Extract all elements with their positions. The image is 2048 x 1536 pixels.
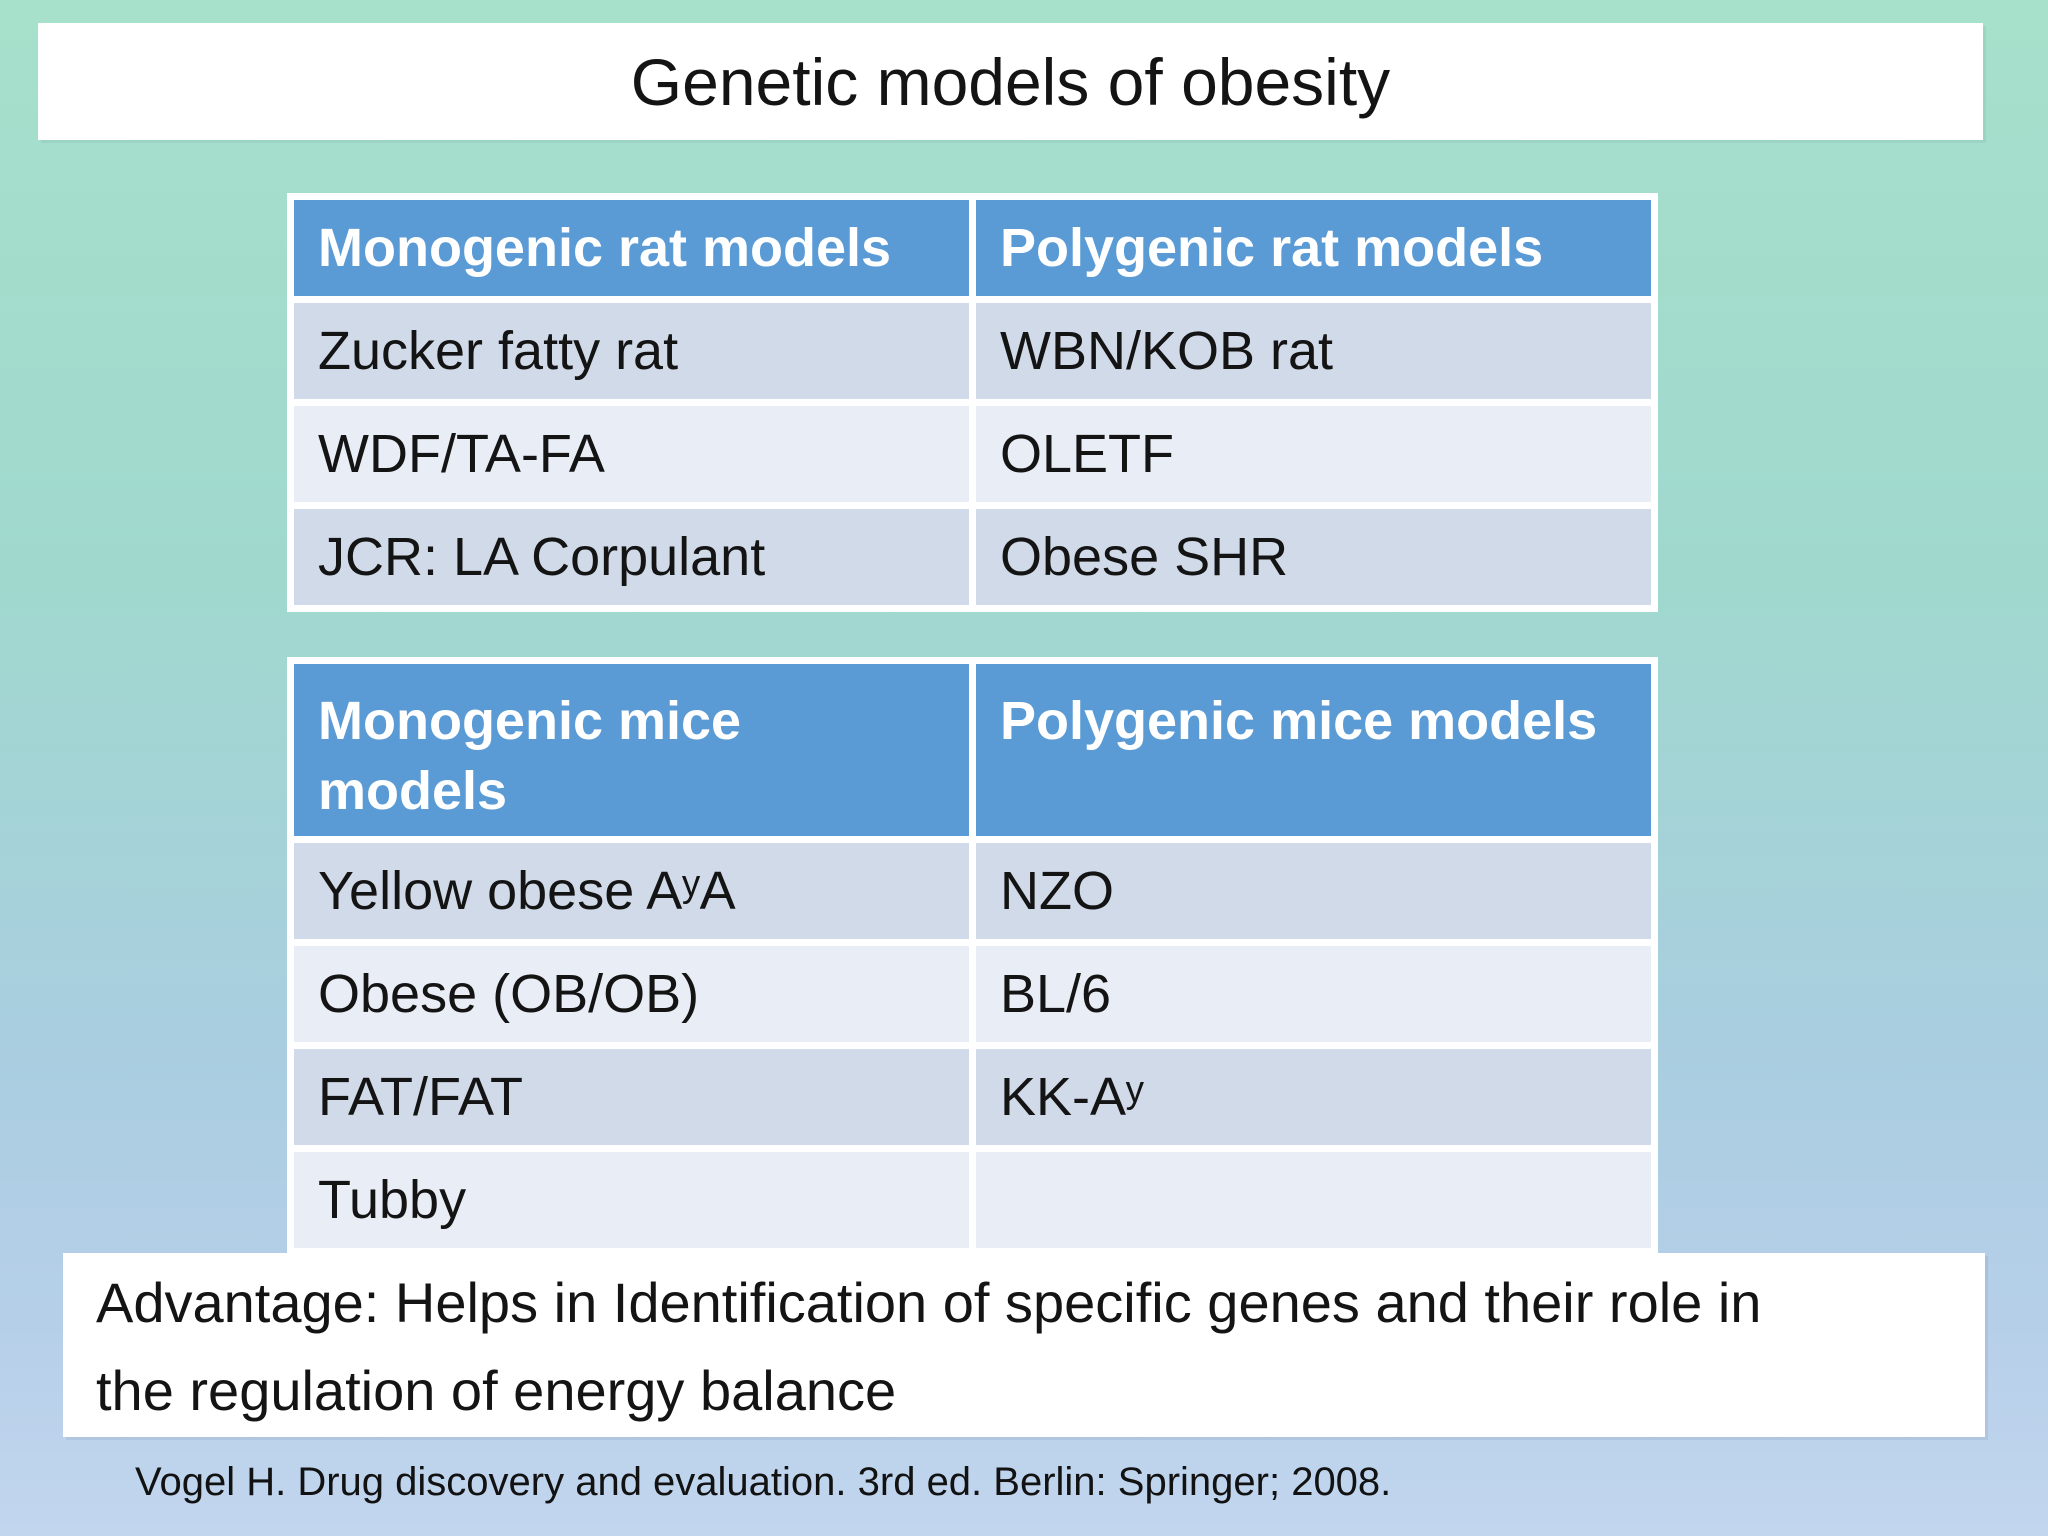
table-cell: WBN/KOB rat — [976, 303, 1651, 399]
advantage-note: Advantage: Helps in Identification of sp… — [63, 1253, 1985, 1437]
table-row: Yellow obese AʸA NZO — [294, 843, 1651, 939]
rat-polygenic-header: Polygenic rat models — [976, 200, 1651, 296]
table-row: WDF/TA-FA OLETF — [294, 406, 1651, 502]
table-cell: NZO — [976, 843, 1651, 939]
rat-models-table: Monogenic rat models Polygenic rat model… — [287, 193, 1658, 612]
table-row: Tubby — [294, 1152, 1651, 1248]
rat-monogenic-header-label: Monogenic rat models — [318, 218, 892, 278]
title-banner: Genetic models of obesity — [38, 23, 1983, 140]
table-row: FAT/FAT KK-Aʸ — [294, 1049, 1651, 1145]
citation: Vogel H. Drug discovery and evaluation. … — [135, 1460, 1392, 1504]
rat-polygenic-header-label: Polygenic rat models — [1000, 218, 1544, 278]
mice-monogenic-header: Monogenic mice models — [294, 664, 969, 836]
advantage-line-1: Advantage: Helps in Identification of sp… — [96, 1271, 1762, 1334]
table-cell: FAT/FAT — [294, 1049, 969, 1145]
mice-table-header-row: Monogenic mice models Polygenic mice mod… — [294, 664, 1651, 836]
mice-polygenic-header: Polygenic mice models — [976, 664, 1651, 836]
table-cell: Yellow obese AʸA — [294, 843, 969, 939]
table-cell: WDF/TA-FA — [294, 406, 969, 502]
table-cell: Obese SHR — [976, 509, 1651, 605]
table-row: Zucker fatty rat WBN/KOB rat — [294, 303, 1651, 399]
mice-monogenic-header-label: Monogenic mice models — [318, 691, 742, 822]
table-row: Obese (OB/OB) BL/6 — [294, 946, 1651, 1042]
mice-models-table: Monogenic mice models Polygenic mice mod… — [287, 657, 1658, 1255]
advantage-line-2: the regulation of energy balance — [96, 1359, 897, 1422]
table-cell: JCR: LA Corpulant — [294, 509, 969, 605]
mice-table-body: Yellow obese AʸA NZO Obese (OB/OB) BL/6 FAT/… — [294, 843, 1651, 1248]
table-row: JCR: LA Corpulant Obese SHR — [294, 509, 1651, 605]
table-cell: BL/6 — [976, 946, 1651, 1042]
table-cell: Zucker fatty rat — [294, 303, 969, 399]
rat-table-header-row: Monogenic rat models Polygenic rat model… — [294, 200, 1651, 296]
table-cell: Tubby — [294, 1152, 969, 1248]
mice-polygenic-header-label: Polygenic mice models — [1000, 691, 1598, 751]
table-cell: Obese (OB/OB) — [294, 946, 969, 1042]
rat-table-body: Zucker fatty rat WBN/KOB rat WDF/TA-FA OLET… — [294, 303, 1651, 605]
slide-title: Genetic models of obesity — [630, 44, 1391, 119]
table-cell: KK-Aʸ — [976, 1049, 1651, 1145]
table-cell — [976, 1152, 1651, 1248]
rat-monogenic-header: Monogenic rat models — [294, 200, 969, 296]
table-cell: OLETF — [976, 406, 1651, 502]
